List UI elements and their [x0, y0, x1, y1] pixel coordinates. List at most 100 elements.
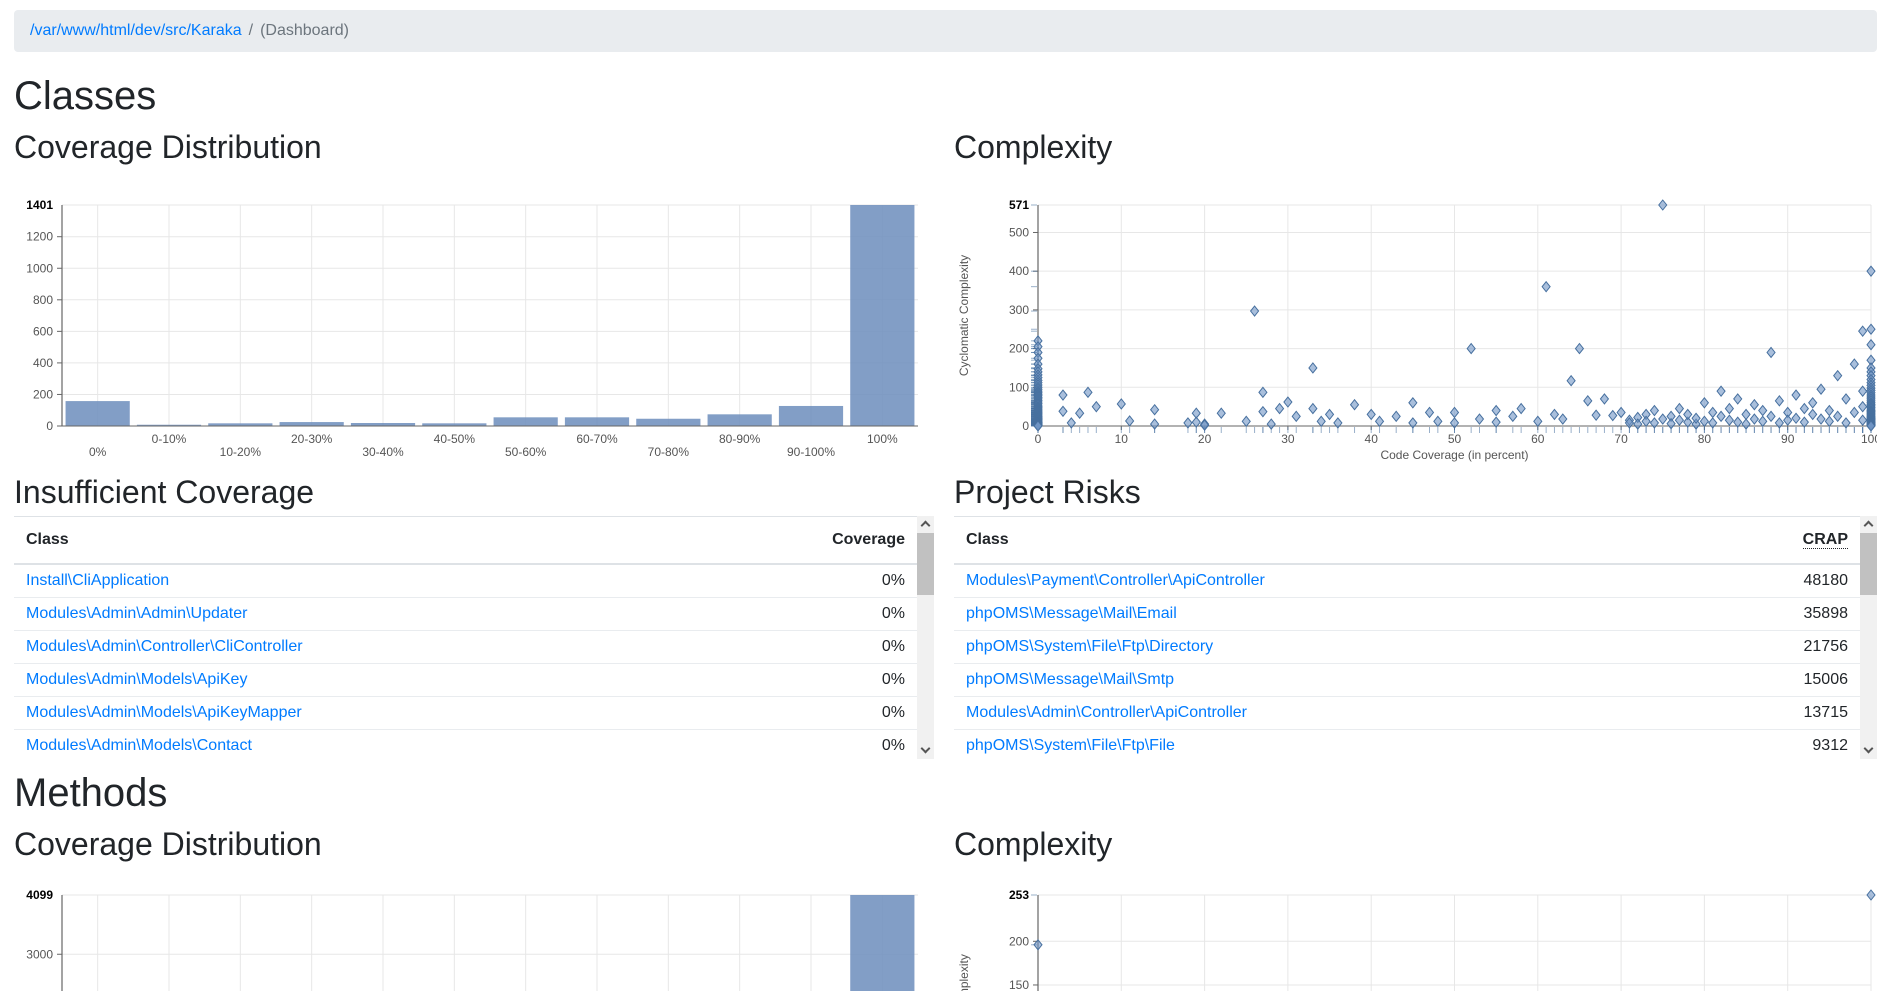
chevron-up-icon — [920, 520, 931, 531]
class-link[interactable]: phpOMS\Message\Mail\Email — [966, 605, 1177, 623]
insufficient-coverage-scrollbar[interactable] — [917, 516, 934, 760]
project-risks-scrollbar[interactable] — [1860, 516, 1877, 760]
column-header-class: Class — [954, 516, 1700, 566]
insufficient-coverage-tablebox: Class Coverage Install\CliApplication 0% Mod… — [14, 516, 934, 760]
insufficient-coverage-table: Class Coverage Install\CliApplication 0% Mod… — [14, 516, 917, 760]
class-link[interactable]: phpOMS\System\File\Ftp\File — [966, 737, 1175, 755]
class-link[interactable]: Modules\Admin\Controller\CliController — [26, 638, 303, 656]
scrollbar-down-button[interactable] — [917, 742, 934, 760]
classes-left-column: Coverage Distribution 0 200 400 600 800 1000 1… — [14, 122, 934, 760]
class-link[interactable]: phpOMS\System\File\Ftp\Directory — [966, 638, 1214, 656]
value-cell: 15006 — [1699, 663, 1860, 697]
svg-text:10: 10 — [1115, 432, 1129, 446]
scrollbar-up-button[interactable] — [1860, 516, 1877, 534]
methods-section-title: Methods — [14, 771, 168, 816]
svg-text:70-80%: 70-80% — [648, 445, 690, 459]
value-cell: 21756 — [1699, 630, 1860, 664]
svg-text:100: 100 — [1009, 380, 1029, 394]
svg-text:40: 40 — [1365, 432, 1379, 446]
svg-text:10-20%: 10-20% — [220, 445, 262, 459]
class-link[interactable]: phpOMS\Message\Mail\Smtp — [966, 671, 1175, 689]
svg-text:50-60%: 50-60% — [505, 445, 547, 459]
classes-coverage-heading: Coverage Distribution — [14, 129, 322, 165]
svg-text:Method Complexity: Method Complexity — [957, 954, 971, 991]
value-cell: 9312 — [1699, 729, 1860, 760]
svg-text:80: 80 — [1698, 432, 1712, 446]
class-link[interactable]: Install\CliApplication — [26, 572, 170, 590]
breadcrumb-separator: / — [248, 22, 254, 39]
svg-text:500: 500 — [1009, 226, 1029, 240]
classes-section-title: Classes — [14, 74, 157, 118]
value-cell: 0% — [881, 572, 905, 590]
breadcrumb-current: (Dashboard) — [260, 22, 349, 39]
svg-text:Code Coverage (in percent): Code Coverage (in percent) — [1380, 448, 1528, 462]
svg-text:571: 571 — [1009, 198, 1029, 212]
classes-right-column: Complexity 0 100 200 300 400 500 571 0 10 20 30 40 5… — [954, 122, 1877, 760]
table-row: Modules\Admin\Controller\ApiController 13… — [954, 696, 1860, 730]
svg-text:90: 90 — [1781, 432, 1795, 446]
chevron-down-icon — [920, 743, 931, 754]
svg-text:100%: 100% — [867, 432, 898, 446]
scrollbar-thumb[interactable] — [917, 533, 934, 596]
svg-text:200: 200 — [33, 388, 53, 402]
svg-text:400: 400 — [1009, 264, 1029, 278]
table-row: phpOMS\Message\Mail\Email 35898 — [954, 597, 1860, 631]
methods-coverage-bar-chart[interactable]: 010002000300040990%0-10%10-20%20-30%30-4… — [14, 865, 934, 991]
project-risks-table: Class CRAP Modules\Payment\Controller\ApiC… — [954, 516, 1860, 760]
class-link[interactable]: Modules\Admin\Admin\Updater — [26, 605, 248, 623]
svg-text:0: 0 — [1022, 419, 1029, 433]
value-cell: 0% — [696, 630, 917, 664]
classes-coverage-bar-chart[interactable]: 0 200 400 600 800 1000 1200 1401 0% 0-10% 10-20% 20… — [14, 167, 934, 467]
table-row: Modules\Admin\Admin\Updater 0% — [14, 597, 917, 631]
scrollbar-thumb[interactable] — [1860, 533, 1877, 596]
chevron-down-icon — [1863, 743, 1874, 754]
svg-text:0-10%: 0-10% — [152, 432, 187, 446]
methods-complexity-scatter-chart[interactable]: 0501001502002530102030405060708090100Cod… — [954, 865, 1877, 991]
svg-text:50: 50 — [1448, 432, 1462, 446]
svg-text:20: 20 — [1198, 432, 1212, 446]
svg-text:1200: 1200 — [26, 230, 53, 244]
class-link[interactable]: Modules\Admin\Models\Contact — [26, 737, 252, 755]
scrollbar-down-button[interactable] — [1860, 742, 1877, 760]
svg-text:4099: 4099 — [26, 888, 53, 902]
svg-text:150: 150 — [1009, 978, 1029, 991]
value-cell: 0% — [696, 663, 917, 697]
scrollbar-up-button[interactable] — [917, 516, 934, 534]
svg-text:0: 0 — [46, 419, 53, 433]
value-cell: 48180 — [1803, 572, 1849, 590]
svg-text:300: 300 — [1009, 303, 1029, 317]
svg-text:30: 30 — [1281, 432, 1295, 446]
breadcrumb-path-link[interactable]: /var/www/html/dev/src/Karaka — [30, 22, 242, 39]
class-link[interactable]: Modules\Payment\Controller\ApiController — [966, 572, 1265, 590]
svg-text:200: 200 — [1009, 934, 1029, 948]
classes-complexity-scatter-chart[interactable]: 0 100 200 300 400 500 571 0 10 20 30 40 50 60 70 80 90 10… — [954, 167, 1877, 467]
insufficient-coverage-heading: Insufficient Coverage — [14, 474, 315, 511]
svg-text:600: 600 — [33, 325, 53, 339]
table-row: phpOMS\System\File\Ftp\File 9312 — [954, 729, 1860, 760]
value-cell: 0% — [696, 696, 917, 730]
classes-grid: Coverage Distribution 0 200 400 600 800 1000 1… — [14, 122, 1877, 760]
svg-text:20-30%: 20-30% — [291, 432, 333, 446]
class-link[interactable]: Modules\Admin\Models\ApiKey — [26, 671, 248, 689]
methods-grid: Coverage Distribution 010002000300040990… — [14, 819, 1877, 991]
svg-text:80-90%: 80-90% — [719, 432, 761, 446]
svg-text:60-70%: 60-70% — [576, 432, 618, 446]
svg-text:Cyclomatic Complexity: Cyclomatic Complexity — [957, 255, 971, 376]
methods-complexity-heading: Complexity — [954, 826, 1113, 863]
table-row: Modules\Admin\Models\ApiKeyMapper 0% — [14, 696, 917, 730]
project-risks-tablebox: Class CRAP Modules\Payment\Controller\ApiC… — [954, 516, 1877, 760]
svg-text:30-40%: 30-40% — [362, 445, 404, 459]
svg-text:40-50%: 40-50% — [434, 432, 476, 446]
table-row: Modules\Admin\Models\Contact 0% — [14, 729, 917, 760]
class-link[interactable]: Modules\Admin\Models\ApiKeyMapper — [26, 704, 302, 722]
project-risks-heading: Project Risks — [954, 474, 1141, 511]
chevron-up-icon — [1863, 520, 1874, 531]
table-row: phpOMS\Message\Mail\Smtp 15006 — [954, 663, 1860, 697]
classes-complexity-heading: Complexity — [954, 129, 1113, 165]
svg-text:0: 0 — [1035, 432, 1042, 446]
table-row: phpOMS\System\File\Ftp\Directory 21756 — [954, 630, 1860, 664]
value-cell: 0% — [696, 729, 917, 760]
class-link[interactable]: Modules\Admin\Controller\ApiController — [966, 704, 1248, 722]
value-cell: 35898 — [1699, 597, 1860, 631]
